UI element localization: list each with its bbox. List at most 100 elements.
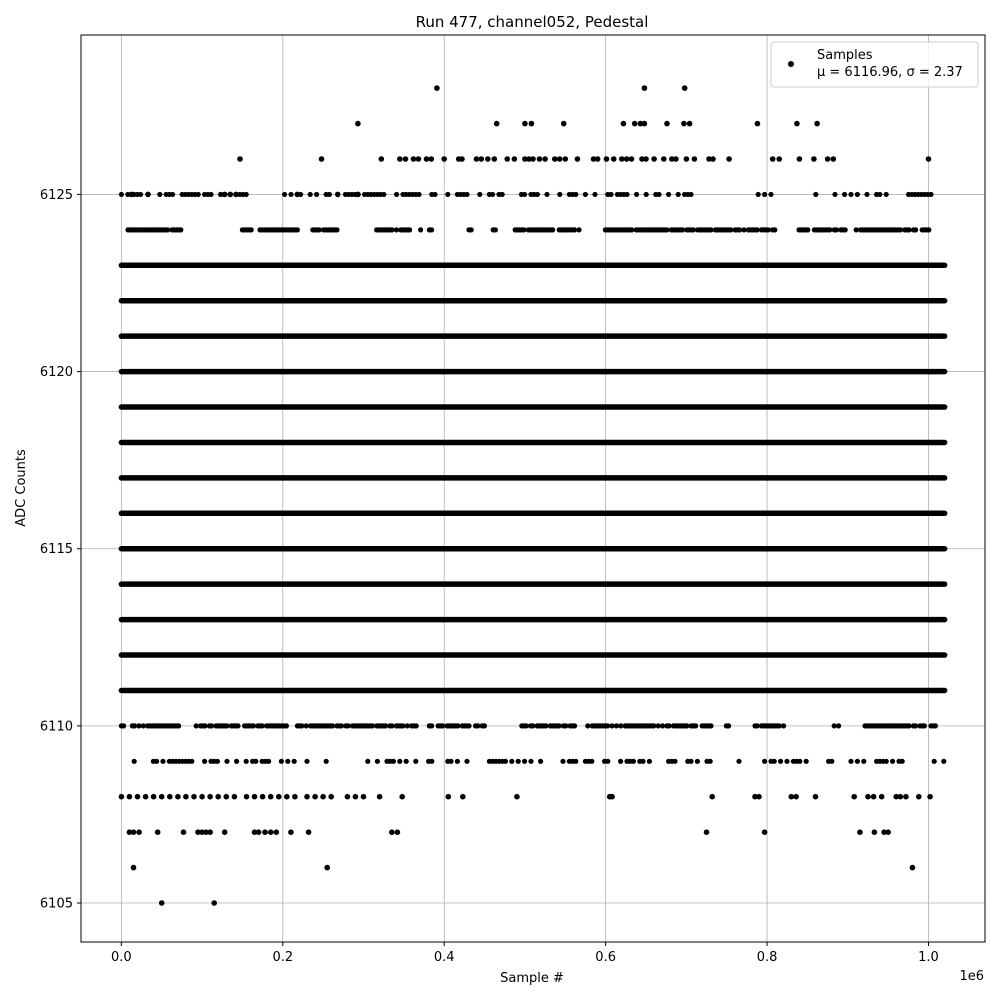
sample-point — [848, 191, 854, 198]
sample-point — [590, 156, 597, 162]
sample-point — [664, 227, 670, 233]
sample-band-6109 — [131, 758, 947, 764]
sample-point — [690, 227, 697, 233]
sample-point — [402, 156, 409, 162]
sample-point — [710, 156, 716, 162]
legend: Samples μ = 6116.96, σ = 2.37 — [770, 41, 979, 88]
sample-point — [761, 829, 768, 835]
sample-point — [865, 793, 871, 800]
sample-point — [916, 793, 922, 800]
sample-point — [283, 723, 289, 729]
sample-point — [473, 156, 480, 162]
sample-point — [227, 191, 234, 198]
sample-point — [675, 191, 681, 198]
sample-point — [193, 723, 199, 729]
sample-point — [207, 793, 213, 800]
sample-point — [394, 829, 401, 835]
sample-point — [413, 758, 419, 764]
sample-point — [883, 758, 889, 764]
sample-point — [737, 227, 743, 233]
y-tick-label: 6110 — [40, 719, 73, 734]
sample-point — [618, 758, 624, 764]
sample-point — [754, 120, 761, 127]
sample-point — [688, 758, 694, 764]
sample-point — [493, 120, 500, 127]
sample-point — [669, 156, 675, 162]
sample-point — [523, 723, 529, 729]
sample-point — [526, 156, 532, 162]
sample-point — [294, 227, 300, 233]
sample-point — [460, 793, 466, 800]
sample-point — [207, 829, 213, 835]
sample-point — [814, 120, 820, 127]
sample-point — [681, 85, 688, 91]
sample-point — [157, 191, 163, 198]
sample-point — [609, 723, 615, 729]
sample-point — [307, 191, 313, 198]
sample-point — [490, 191, 496, 198]
sample-point — [628, 156, 635, 162]
x-axis-label: Sample # — [500, 971, 564, 986]
sample-point — [158, 900, 165, 906]
sample-point — [857, 829, 863, 835]
sample-point — [673, 156, 679, 162]
sample-point — [928, 191, 934, 198]
sample-point — [620, 120, 627, 127]
sample-band-6124 — [125, 227, 932, 233]
sample-point — [556, 156, 563, 162]
sample-point — [594, 156, 601, 162]
sample-point — [294, 191, 301, 198]
sample-point — [651, 723, 657, 729]
sample-point — [703, 829, 710, 835]
x-tick-label: 0.8 — [757, 950, 778, 965]
sample-point — [178, 227, 184, 233]
sample-point — [334, 227, 340, 233]
sample-point — [154, 829, 161, 835]
x-axis-ticks: 0.0 0.2 0.4 0.6 0.8 1.0 — [111, 942, 939, 965]
sample-point — [514, 793, 520, 800]
sample-point — [624, 191, 630, 198]
sample-point — [440, 723, 446, 729]
sample-point — [796, 156, 803, 162]
sample-point — [130, 829, 137, 835]
sample-point — [400, 723, 406, 729]
sample-point — [726, 156, 732, 162]
sample-point — [118, 793, 125, 800]
sample-point — [771, 758, 777, 764]
sample-point — [528, 120, 535, 127]
sample-point — [707, 758, 713, 764]
sample-point — [352, 793, 359, 800]
sample-bands — [118, 191, 948, 764]
sample-point — [661, 156, 667, 162]
sample-point — [485, 156, 491, 162]
y-axis-label: ADC Counts — [14, 449, 29, 527]
sample-point — [250, 723, 256, 729]
sample-point — [641, 85, 648, 91]
sample-point — [464, 758, 470, 764]
sample-point — [811, 156, 817, 162]
sample-point — [454, 758, 460, 764]
legend-label: Samples — [817, 48, 873, 63]
sample-point — [415, 156, 422, 162]
x-tick-label: 1.0 — [918, 950, 939, 965]
sample-point — [522, 758, 528, 764]
sample-point — [478, 156, 485, 162]
sample-point — [154, 758, 160, 764]
sample-point — [921, 723, 928, 729]
sample-point — [323, 758, 329, 764]
sample-point — [324, 864, 331, 871]
sample-point — [189, 758, 195, 764]
sample-point — [833, 227, 840, 233]
sample-point — [304, 793, 310, 800]
legend-stats: μ = 6116.96, σ = 2.37 — [817, 65, 963, 80]
sample-point — [434, 85, 440, 91]
sample-point — [312, 793, 318, 800]
sample-point — [237, 156, 243, 162]
sample-point — [285, 758, 291, 764]
sample-point — [299, 723, 305, 729]
sample-point — [522, 191, 528, 198]
sample-point — [170, 191, 176, 198]
sample-point — [221, 829, 228, 835]
sample-point — [679, 227, 686, 233]
sample-point — [491, 156, 498, 162]
